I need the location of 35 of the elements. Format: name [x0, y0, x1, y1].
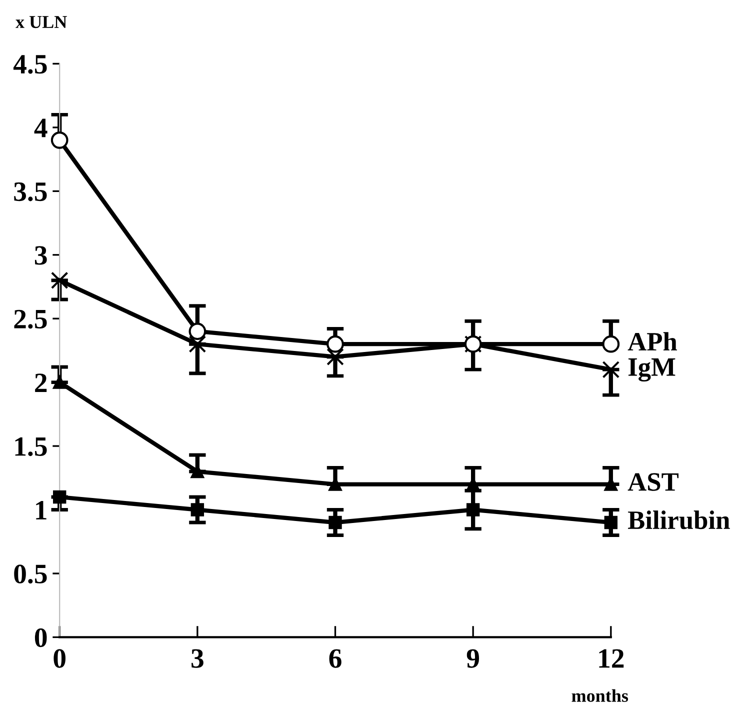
y-tick-label: 4.5	[13, 55, 47, 74]
x-axis-title: months	[572, 689, 628, 702]
point	[602, 360, 620, 378]
x-tick-label: 0	[54, 649, 66, 668]
series-label: IgM	[628, 358, 676, 382]
series-label: AST	[628, 473, 678, 491]
point	[328, 516, 342, 530]
point	[188, 322, 206, 340]
point	[326, 335, 344, 353]
y-tick-label: 1.5	[15, 437, 47, 456]
series-label: Bilirubin	[628, 510, 730, 530]
point	[50, 132, 68, 149]
point	[602, 335, 620, 353]
y-tick-label: 3	[34, 246, 47, 265]
y-tick-label: 0	[34, 628, 47, 648]
x-tick-label: 6	[329, 649, 342, 668]
point	[190, 503, 204, 516]
y-tick-label: 2	[35, 374, 47, 392]
x-tick-label: 3	[192, 649, 204, 668]
y-tick-label: 2.5	[14, 310, 47, 329]
y-tick-label: 0.5	[14, 564, 47, 584]
point	[326, 348, 344, 366]
point	[50, 272, 68, 290]
x-tick-label: 9	[466, 649, 480, 668]
point	[53, 490, 66, 504]
y-tick-label: 1	[36, 501, 46, 520]
y-axis-title: x ULN	[16, 16, 67, 28]
y-tick-label: 4	[34, 118, 48, 138]
point	[53, 376, 66, 389]
x-tick-label: 12	[599, 649, 624, 668]
point	[604, 516, 618, 530]
series-label: APh	[628, 332, 678, 350]
y-tick-label: 3.5	[14, 182, 47, 202]
point	[466, 503, 480, 516]
point	[188, 335, 206, 353]
